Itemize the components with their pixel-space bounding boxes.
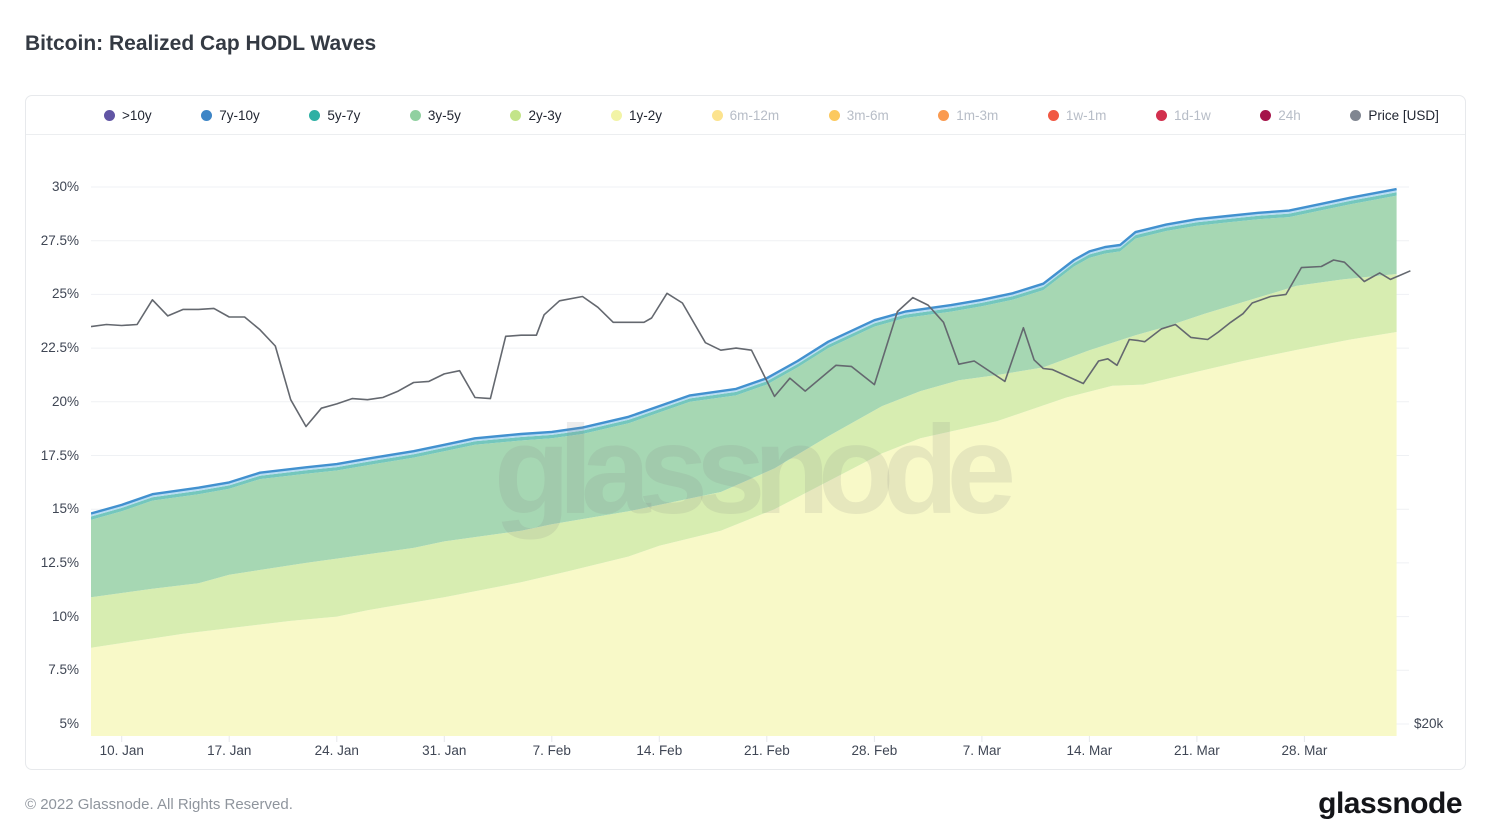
legend-item-1d-1w[interactable]: 1d-1w — [1155, 107, 1211, 123]
y-axis-tick-label: 25% — [51, 286, 79, 302]
legend-item-label: >10y — [122, 107, 152, 123]
right-axis-price-label: $20k — [1414, 716, 1444, 731]
chart-plot-area[interactable]: glassnode — [91, 151, 1421, 743]
y-axis-tick-label: 20% — [51, 393, 79, 409]
y-axis-tick-label: 22.5% — [40, 340, 79, 356]
legend-dot-icon — [1155, 109, 1167, 121]
x-axis-tick-label: 28. Feb — [851, 743, 898, 758]
legend-item-label: 5y-7y — [327, 107, 361, 123]
legend-item-label: 1w-1m — [1065, 107, 1107, 123]
legend-item-label: 1d-1w — [1173, 107, 1211, 123]
legend-item-label: 1m-3m — [956, 107, 999, 123]
y-axis-tick-label: 30% — [51, 179, 79, 194]
legend-item-label: 6m-12m — [729, 107, 780, 123]
copyright-text: © 2022 Glassnode. All Rights Reserved. — [25, 795, 293, 813]
legend-dot-icon — [409, 109, 421, 121]
x-axis-tick-label: 10. Jan — [99, 743, 144, 758]
legend-dot-icon — [828, 109, 840, 121]
legend-dot-icon — [611, 109, 623, 121]
legend-item-price-usd[interactable]: Price [USD] — [1350, 108, 1439, 123]
legend-dot-icon — [1260, 109, 1272, 121]
legend-item-label: 3m-6m — [846, 107, 889, 123]
legend-dot-icon — [510, 109, 522, 121]
glassnode-logo: glassnode — [1318, 787, 1462, 820]
x-axis-tick-label: 14. Mar — [1066, 743, 1113, 758]
area-band-5y-7y — [91, 192, 1397, 520]
y-axis-tick-label: 17.5% — [40, 447, 79, 463]
legend-item-3y-5y[interactable]: 3y-5y — [409, 107, 461, 123]
glassnode-watermark: glassnode — [494, 401, 1013, 540]
legend-dot-icon — [938, 109, 950, 121]
legend-item-1y-2y[interactable]: 1y-2y — [611, 108, 662, 123]
footer: © 2022 Glassnode. All Rights Reserved. g… — [0, 779, 1491, 829]
y-axis-tick-label: 15% — [51, 501, 79, 517]
y-axis-tick-label: 12.5% — [40, 554, 79, 570]
x-axis-tick-label: 24. Jan — [314, 743, 359, 758]
legend-item-label: 3y-5y — [427, 107, 461, 123]
legend-item-label: 1y-2y — [629, 107, 663, 123]
y-axis-tick-label: 7.5% — [48, 662, 79, 678]
legend-item-label: 7y-10y — [219, 107, 260, 123]
chart-card: >10y 7y-10y 5y-7y 3y-5y 2y-3y 1y-2y 6m-12m 3m-6… — [25, 95, 1466, 770]
price-usd-line — [91, 259, 1411, 428]
legend-item-1m-3m[interactable]: 1m-3m — [938, 108, 998, 123]
area-band-3y-5y — [91, 195, 1397, 598]
legend-dot-icon — [1350, 109, 1362, 121]
x-axis-tick-label: 31. Jan — [422, 743, 467, 758]
legend-item-5y-7y[interactable]: 5y-7y — [309, 108, 360, 123]
legend-item-label: 24h — [1278, 107, 1301, 123]
legend-item-3m-6m[interactable]: 3m-6m — [828, 107, 889, 123]
legend-dot-icon — [711, 109, 723, 121]
legend-dot-icon — [309, 109, 321, 121]
legend-item-10y[interactable]: >10y — [104, 108, 152, 123]
legend-dot-icon — [201, 109, 213, 121]
page-title: Bitcoin: Realized Cap HODL Waves — [25, 32, 377, 55]
y-axis-tick-label: 5% — [59, 716, 79, 731]
legend-item-2y-3y[interactable]: 2y-3y — [510, 108, 561, 123]
area-band-2y-3y — [91, 274, 1397, 648]
legend: >10y 7y-10y 5y-7y 3y-5y 2y-3y 1y-2y 6m-12m 3m-6… — [26, 96, 1465, 135]
stack-top-line-7y-10y — [91, 187, 1397, 515]
x-axis-tick-label: 7. Feb — [532, 743, 571, 758]
legend-item-1w-1m[interactable]: 1w-1m — [1047, 107, 1107, 123]
legend-item-label: 2y-3y — [528, 107, 562, 123]
x-axis-tick-label: 21. Feb — [743, 743, 790, 758]
x-axis-tick-label: 21. Mar — [1174, 743, 1220, 758]
area-band-1y-2y — [91, 332, 1397, 736]
x-axis-tick-label: 28. Mar — [1281, 743, 1328, 758]
legend-dot-icon — [1047, 109, 1059, 121]
legend-item-24h[interactable]: 24h — [1260, 108, 1301, 123]
legend-item-6m-12m[interactable]: 6m-12m — [711, 107, 780, 123]
legend-item-label: Price [USD] — [1368, 107, 1439, 123]
legend-item-7y-10y[interactable]: 7y-10y — [201, 108, 260, 123]
x-axis-tick-label: 7. Mar — [962, 743, 1001, 758]
x-axis-tick-label: 17. Jan — [207, 743, 252, 758]
x-axis-tick-label: 14. Feb — [636, 743, 683, 758]
y-axis-tick-label: 10% — [51, 608, 79, 624]
legend-dot-icon — [104, 109, 115, 121]
y-axis-tick-label: 27.5% — [40, 232, 79, 248]
